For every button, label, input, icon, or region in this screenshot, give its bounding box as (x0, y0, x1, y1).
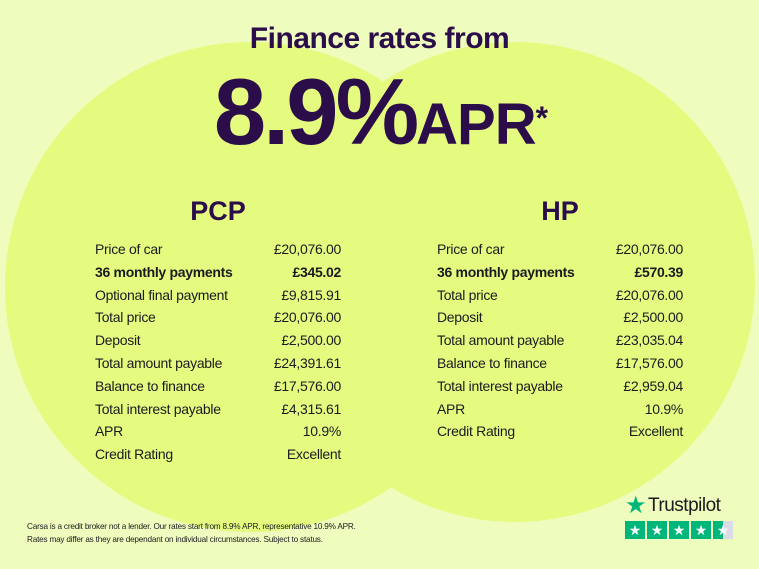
star-icon: ★ (691, 521, 711, 539)
row-label: 36 monthly payments (95, 263, 233, 280)
row-value: Excellent (286, 446, 341, 463)
hp-table: HP Price of car £20,076.00 36 monthly paym… (437, 196, 683, 443)
row-value: £570.39 (634, 263, 683, 280)
row-label: Total amount payable (95, 354, 223, 371)
table-row: Credit Rating Excellent (95, 443, 341, 466)
row-label: Total interest payable (95, 400, 221, 417)
row-label: Price of car (95, 241, 163, 257)
row-label: Total interest payable (437, 377, 563, 394)
row-value: £20,076.00 (615, 286, 683, 303)
table-row: Total interest payable £4,315.61 (95, 398, 341, 421)
table-row: APR 10.9% (95, 420, 341, 443)
decorative-circle-right (275, 42, 755, 522)
table-row: Optional final payment £9,815.91 (95, 284, 341, 307)
row-value: £24,391.61 (273, 354, 341, 371)
table-row: Total amount payable £24,391.61 (95, 352, 341, 375)
row-label: Total amount payable (437, 332, 565, 349)
headline-intro: Finance rates from (249, 22, 510, 55)
star-icon: ★ (625, 521, 645, 539)
row-label: Total price (437, 286, 498, 303)
pcp-table: PCP Price of car £20,076.00 36 monthly pay… (95, 196, 341, 466)
row-value: 10.9% (644, 400, 684, 417)
row-label: 36 monthly payments (437, 263, 575, 280)
star-icon: ★ (669, 521, 689, 539)
row-label: APR (95, 423, 123, 440)
row-label: Total price (95, 309, 156, 326)
table-row: Deposit £2,500.00 (95, 329, 341, 352)
row-label: Credit Rating (437, 423, 515, 440)
row-label: Deposit (95, 332, 141, 349)
table-row: Balance to finance £17,576.00 (95, 375, 341, 398)
star-icon: ★ (647, 521, 667, 539)
table-row: Deposit £2,500.00 (437, 306, 683, 329)
row-value: £23,035.04 (615, 332, 683, 349)
row-value: £17,576.00 (615, 354, 683, 371)
disclaimer-line: Rates may differ as they are dependant o… (27, 535, 323, 544)
table-row: 36 monthly payments £345.02 (95, 261, 341, 284)
table-row: Price of car £20,076.00 (95, 238, 341, 261)
hp-rows: Price of car £20,076.00 36 monthly payment… (437, 238, 683, 443)
trustpilot-star-icon: ★ (625, 492, 647, 519)
table-row: Total price £20,076.00 (95, 306, 341, 329)
row-label: Credit Rating (95, 446, 173, 463)
apr-label: APR (416, 92, 536, 157)
row-value: £20,076.00 (273, 241, 341, 257)
row-value: £345.02 (292, 263, 341, 280)
rate-value: 8.9% (213, 59, 419, 164)
table-row: Price of car £20,076.00 (437, 238, 683, 261)
row-value: 10.9% (302, 423, 342, 440)
row-value: £2,959.04 (623, 377, 683, 394)
table-row: Total amount payable £23,035.04 (437, 329, 683, 352)
row-label: Balance to finance (437, 354, 547, 371)
row-label: APR (437, 400, 465, 417)
asterisk: * (535, 100, 549, 136)
row-label: Price of car (437, 241, 505, 257)
headline-rate: 8.9%APR* (0, 62, 759, 175)
table-row: 36 monthly payments £570.39 (437, 261, 683, 284)
disclaimer: Carsa is a credit broker not a lender. O… (27, 520, 356, 546)
trustpilot-logo: ★ Trustpilot (625, 492, 733, 519)
table-row: Total price £20,076.00 (437, 284, 683, 307)
row-label: Deposit (437, 309, 483, 326)
table-row: Credit Rating Excellent (437, 420, 683, 443)
row-value: £20,076.00 (615, 241, 683, 257)
trustpilot-name: Trustpilot (648, 495, 721, 516)
row-value: £2,500.00 (623, 309, 683, 326)
row-value: £2,500.00 (281, 332, 341, 349)
row-label: Balance to finance (95, 377, 205, 394)
table-row: APR 10.9% (437, 398, 683, 421)
pcp-rows: Price of car £20,076.00 36 monthly payment… (95, 238, 341, 466)
row-value: £20,076.00 (273, 309, 341, 326)
trustpilot-rating: ★ ★ ★ ★ ★ (625, 521, 733, 539)
half-star-icon: ★ (713, 521, 733, 539)
row-value: £9,815.91 (281, 286, 341, 303)
table-row: Total interest payable £2,959.04 (437, 375, 683, 398)
trustpilot-badge[interactable]: ★ Trustpilot ★ ★ ★ ★ ★ (625, 492, 733, 539)
table-row: Balance to finance £17,576.00 (437, 352, 683, 375)
row-value: £4,315.61 (281, 400, 341, 417)
pcp-title: PCP (190, 196, 246, 226)
hp-title: HP (541, 196, 579, 226)
row-value: Excellent (628, 423, 683, 440)
row-label: Optional final payment (95, 286, 228, 303)
disclaimer-line: Carsa is a credit broker not a lender. O… (27, 522, 356, 531)
row-value: £17,576.00 (273, 377, 341, 394)
